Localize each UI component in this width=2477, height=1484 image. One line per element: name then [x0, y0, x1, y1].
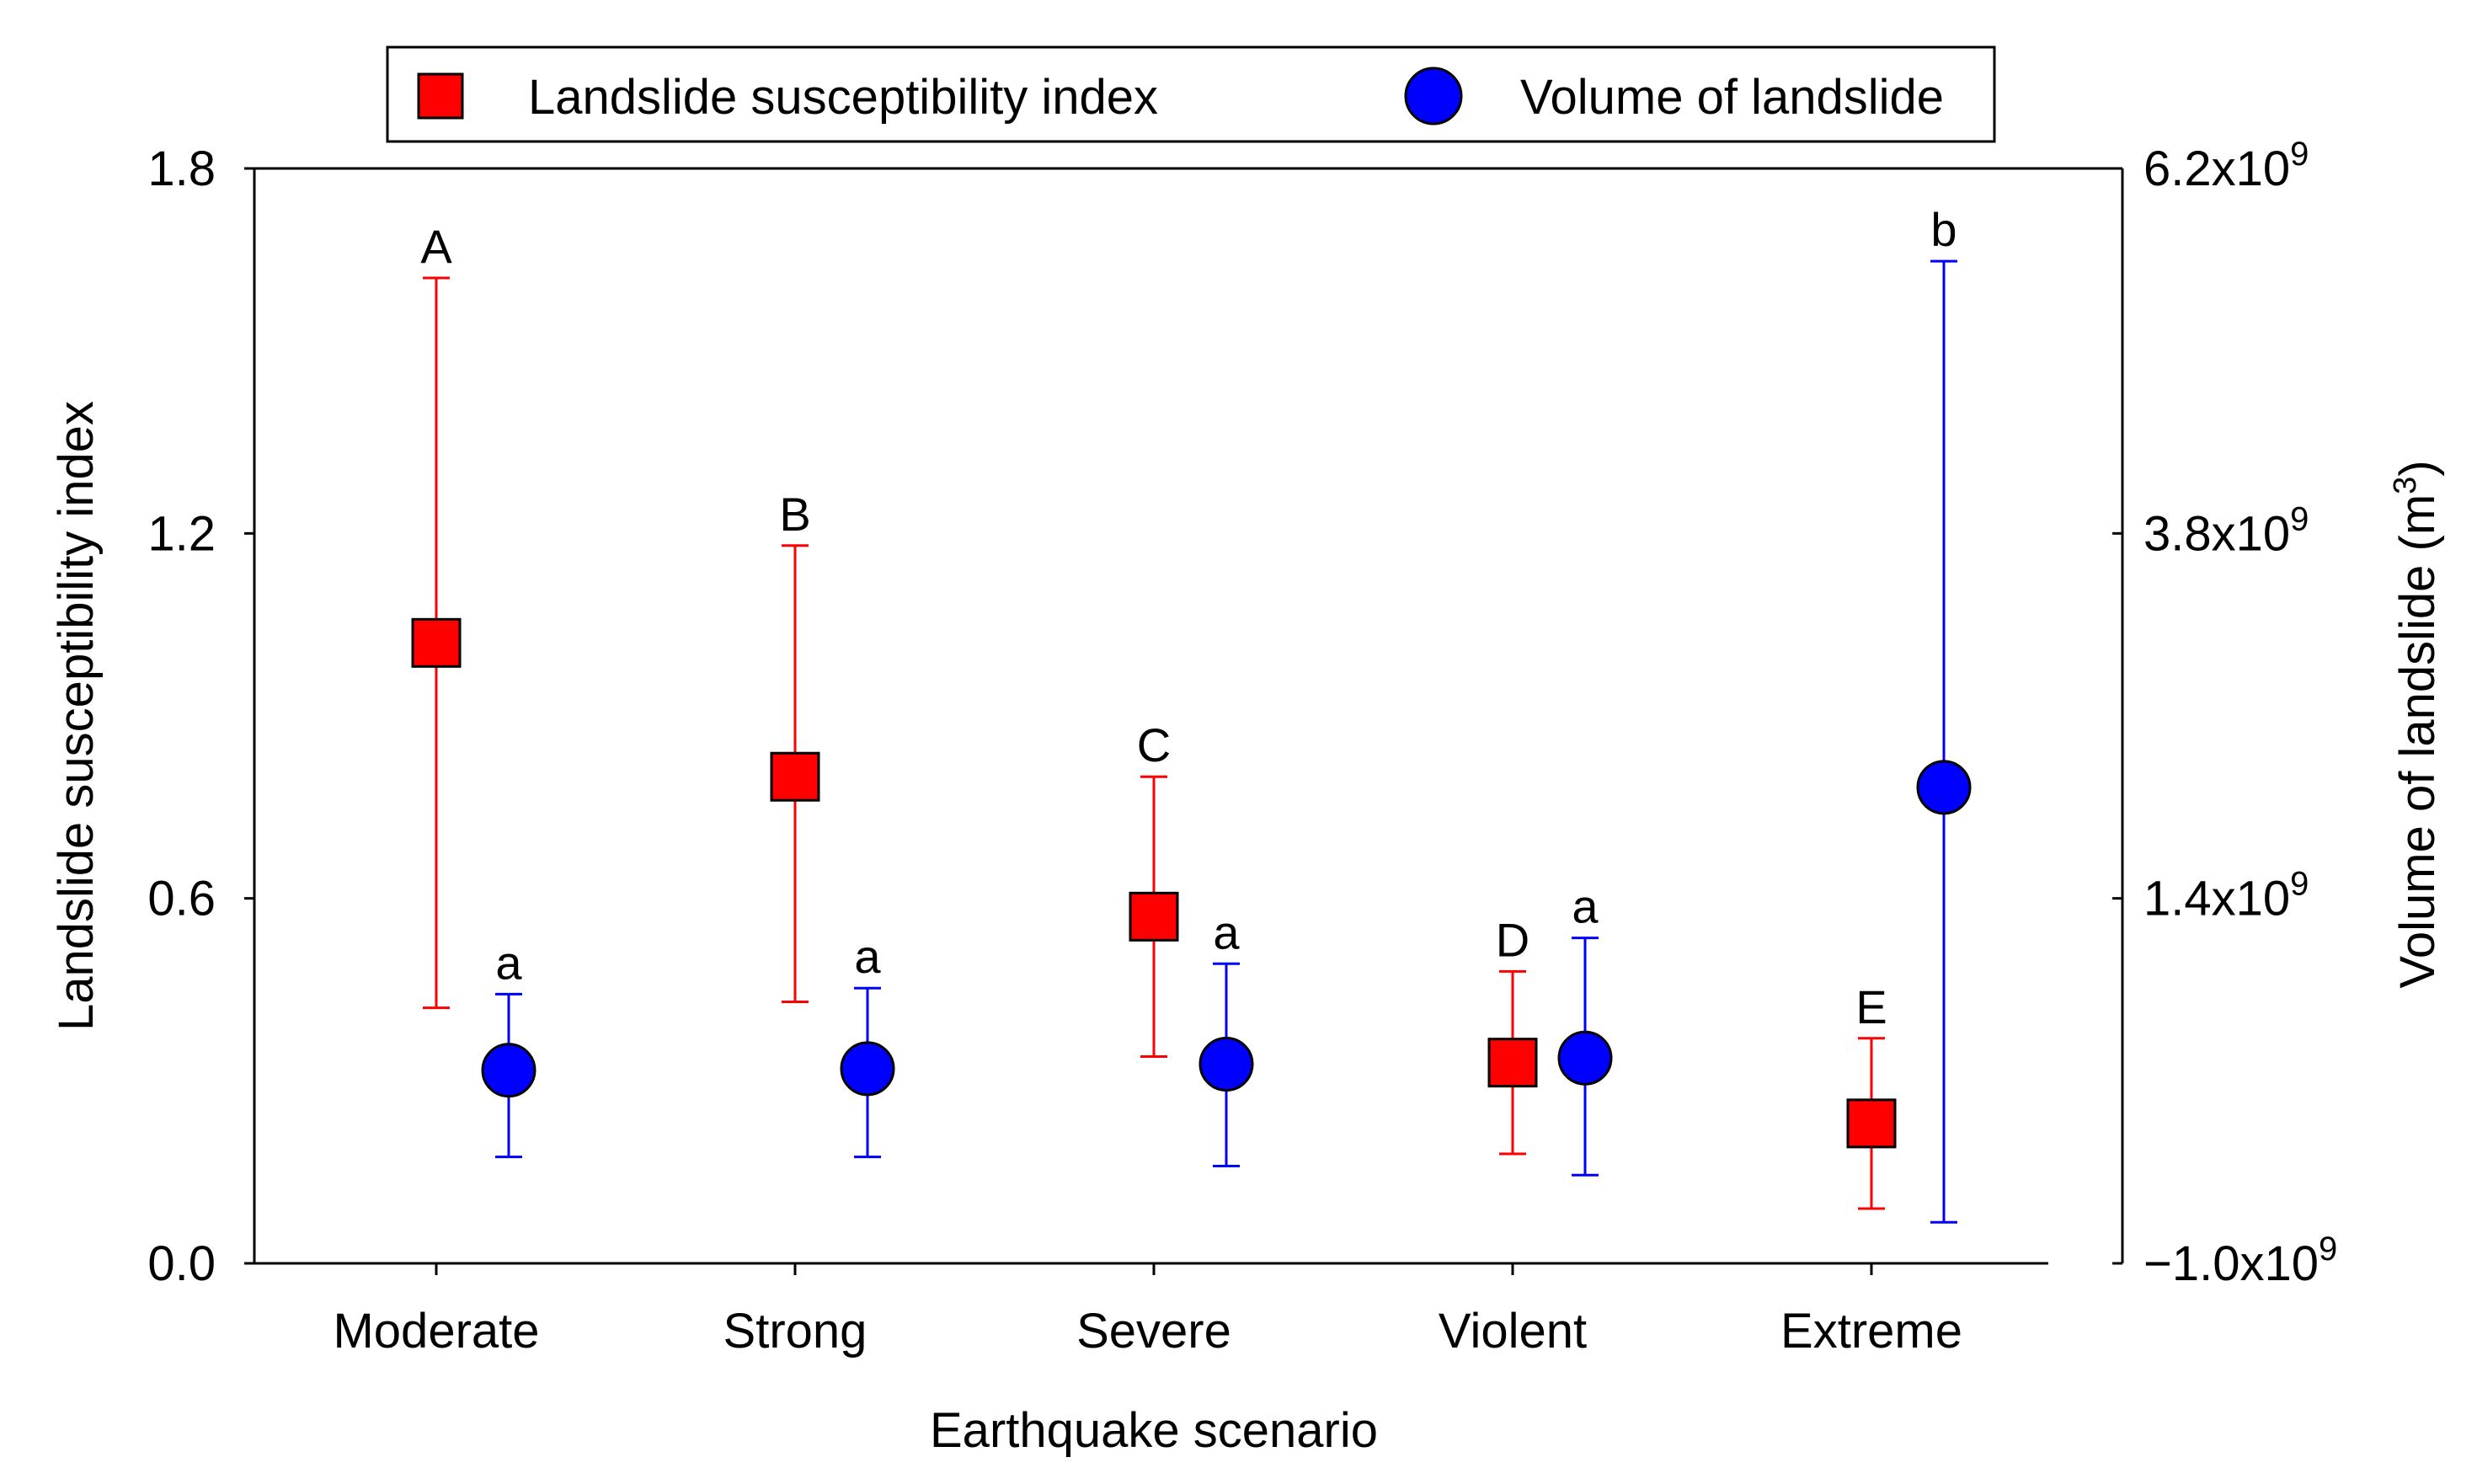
legend: Landslide susceptibility index Volume of…: [386, 45, 1996, 143]
right-axis-title-main: Volume of landslide (m: [2390, 494, 2445, 989]
x-tick-label: Extreme: [1780, 1304, 1962, 1359]
susceptibility-group-letter: E: [1855, 980, 1887, 1033]
right-axis-title-superscript: 3: [2388, 477, 2423, 494]
susceptibility-group-letter: A: [420, 220, 452, 273]
x-tick-label: Severe: [1076, 1304, 1231, 1359]
volume-group-letter: a: [1572, 880, 1599, 933]
left-tick-label: 0.6: [147, 872, 216, 926]
right-axis-title: Volume of landslide (m3): [2388, 460, 2445, 988]
legend-label-susceptibility: Landslide susceptibility index: [528, 70, 1158, 125]
volume-group-letter: a: [1213, 905, 1240, 958]
legend-square-marker: [417, 72, 464, 120]
volume-group-letter: a: [495, 936, 522, 989]
x-tick-label: Violent: [1439, 1304, 1587, 1359]
right-tick-label: 6.2x109: [2143, 136, 2309, 196]
susceptibility-group-letter: C: [1137, 718, 1171, 771]
legend-circle-marker: [1404, 67, 1463, 125]
left-axis-title: Landslide susceptibility index: [49, 401, 104, 1031]
volume-group-letter: b: [1930, 203, 1957, 256]
susceptibility-group-letter: D: [1496, 913, 1529, 966]
volume-marker: [481, 1043, 537, 1098]
volume-marker: [1557, 1030, 1613, 1086]
volume-marker: [840, 1041, 895, 1097]
susceptibility-marker: [1129, 891, 1179, 942]
left-tick-label: 1.2: [147, 506, 216, 561]
right-tick-exponent: 9: [2290, 500, 2309, 537]
right-tick-exponent: 9: [2319, 1230, 2337, 1268]
left-tick-label: 0.0: [147, 1236, 216, 1291]
volume-marker: [1916, 760, 1972, 815]
legend-box: [386, 45, 1996, 143]
right-tick-mantissa: 3.8x10: [2143, 506, 2290, 561]
x-tick-label: Moderate: [333, 1304, 539, 1359]
x-axis-title: Earthquake scenario: [930, 1403, 1378, 1458]
volume-series: a a a a b: [481, 203, 1972, 1224]
x-axis-ticks: Moderate Strong Severe Violent Extreme: [333, 1263, 1962, 1359]
susceptibility-series: A B C D E: [411, 220, 1897, 1210]
right-tick-label: 1.4x109: [2143, 866, 2309, 926]
plot-frame: [253, 167, 2124, 1265]
left-tick-label: 1.8: [147, 141, 216, 196]
volume-group-letter: a: [854, 930, 881, 983]
susceptibility-group-letter: B: [779, 488, 810, 541]
susceptibility-marker: [770, 751, 820, 802]
series-layer: A B C D Ea a a a b: [411, 203, 1972, 1224]
right-tick-label: 3.8x109: [2143, 500, 2309, 561]
right-tick-mantissa: 1.4x10: [2143, 872, 2290, 926]
susceptibility-marker: [1846, 1098, 1897, 1149]
legend-label-volume: Volume of landslide: [1520, 70, 1944, 125]
x-tick-label: Strong: [723, 1304, 867, 1359]
susceptibility-marker: [411, 617, 462, 668]
right-axis-title-close: ): [2390, 460, 2445, 476]
right-tick-exponent: 9: [2290, 136, 2309, 173]
right-tick-exponent: 9: [2290, 866, 2309, 903]
left-axis-ticks: 0.0 0.6 1.2 1.8: [147, 141, 254, 1291]
right-tick-mantissa: 6.2x10: [2143, 141, 2290, 196]
susceptibility-marker: [1487, 1038, 1538, 1088]
volume-marker: [1198, 1036, 1254, 1092]
right-tick-label: −1.0x109: [2143, 1230, 2337, 1291]
right-tick-mantissa: −1.0x10: [2143, 1236, 2319, 1291]
